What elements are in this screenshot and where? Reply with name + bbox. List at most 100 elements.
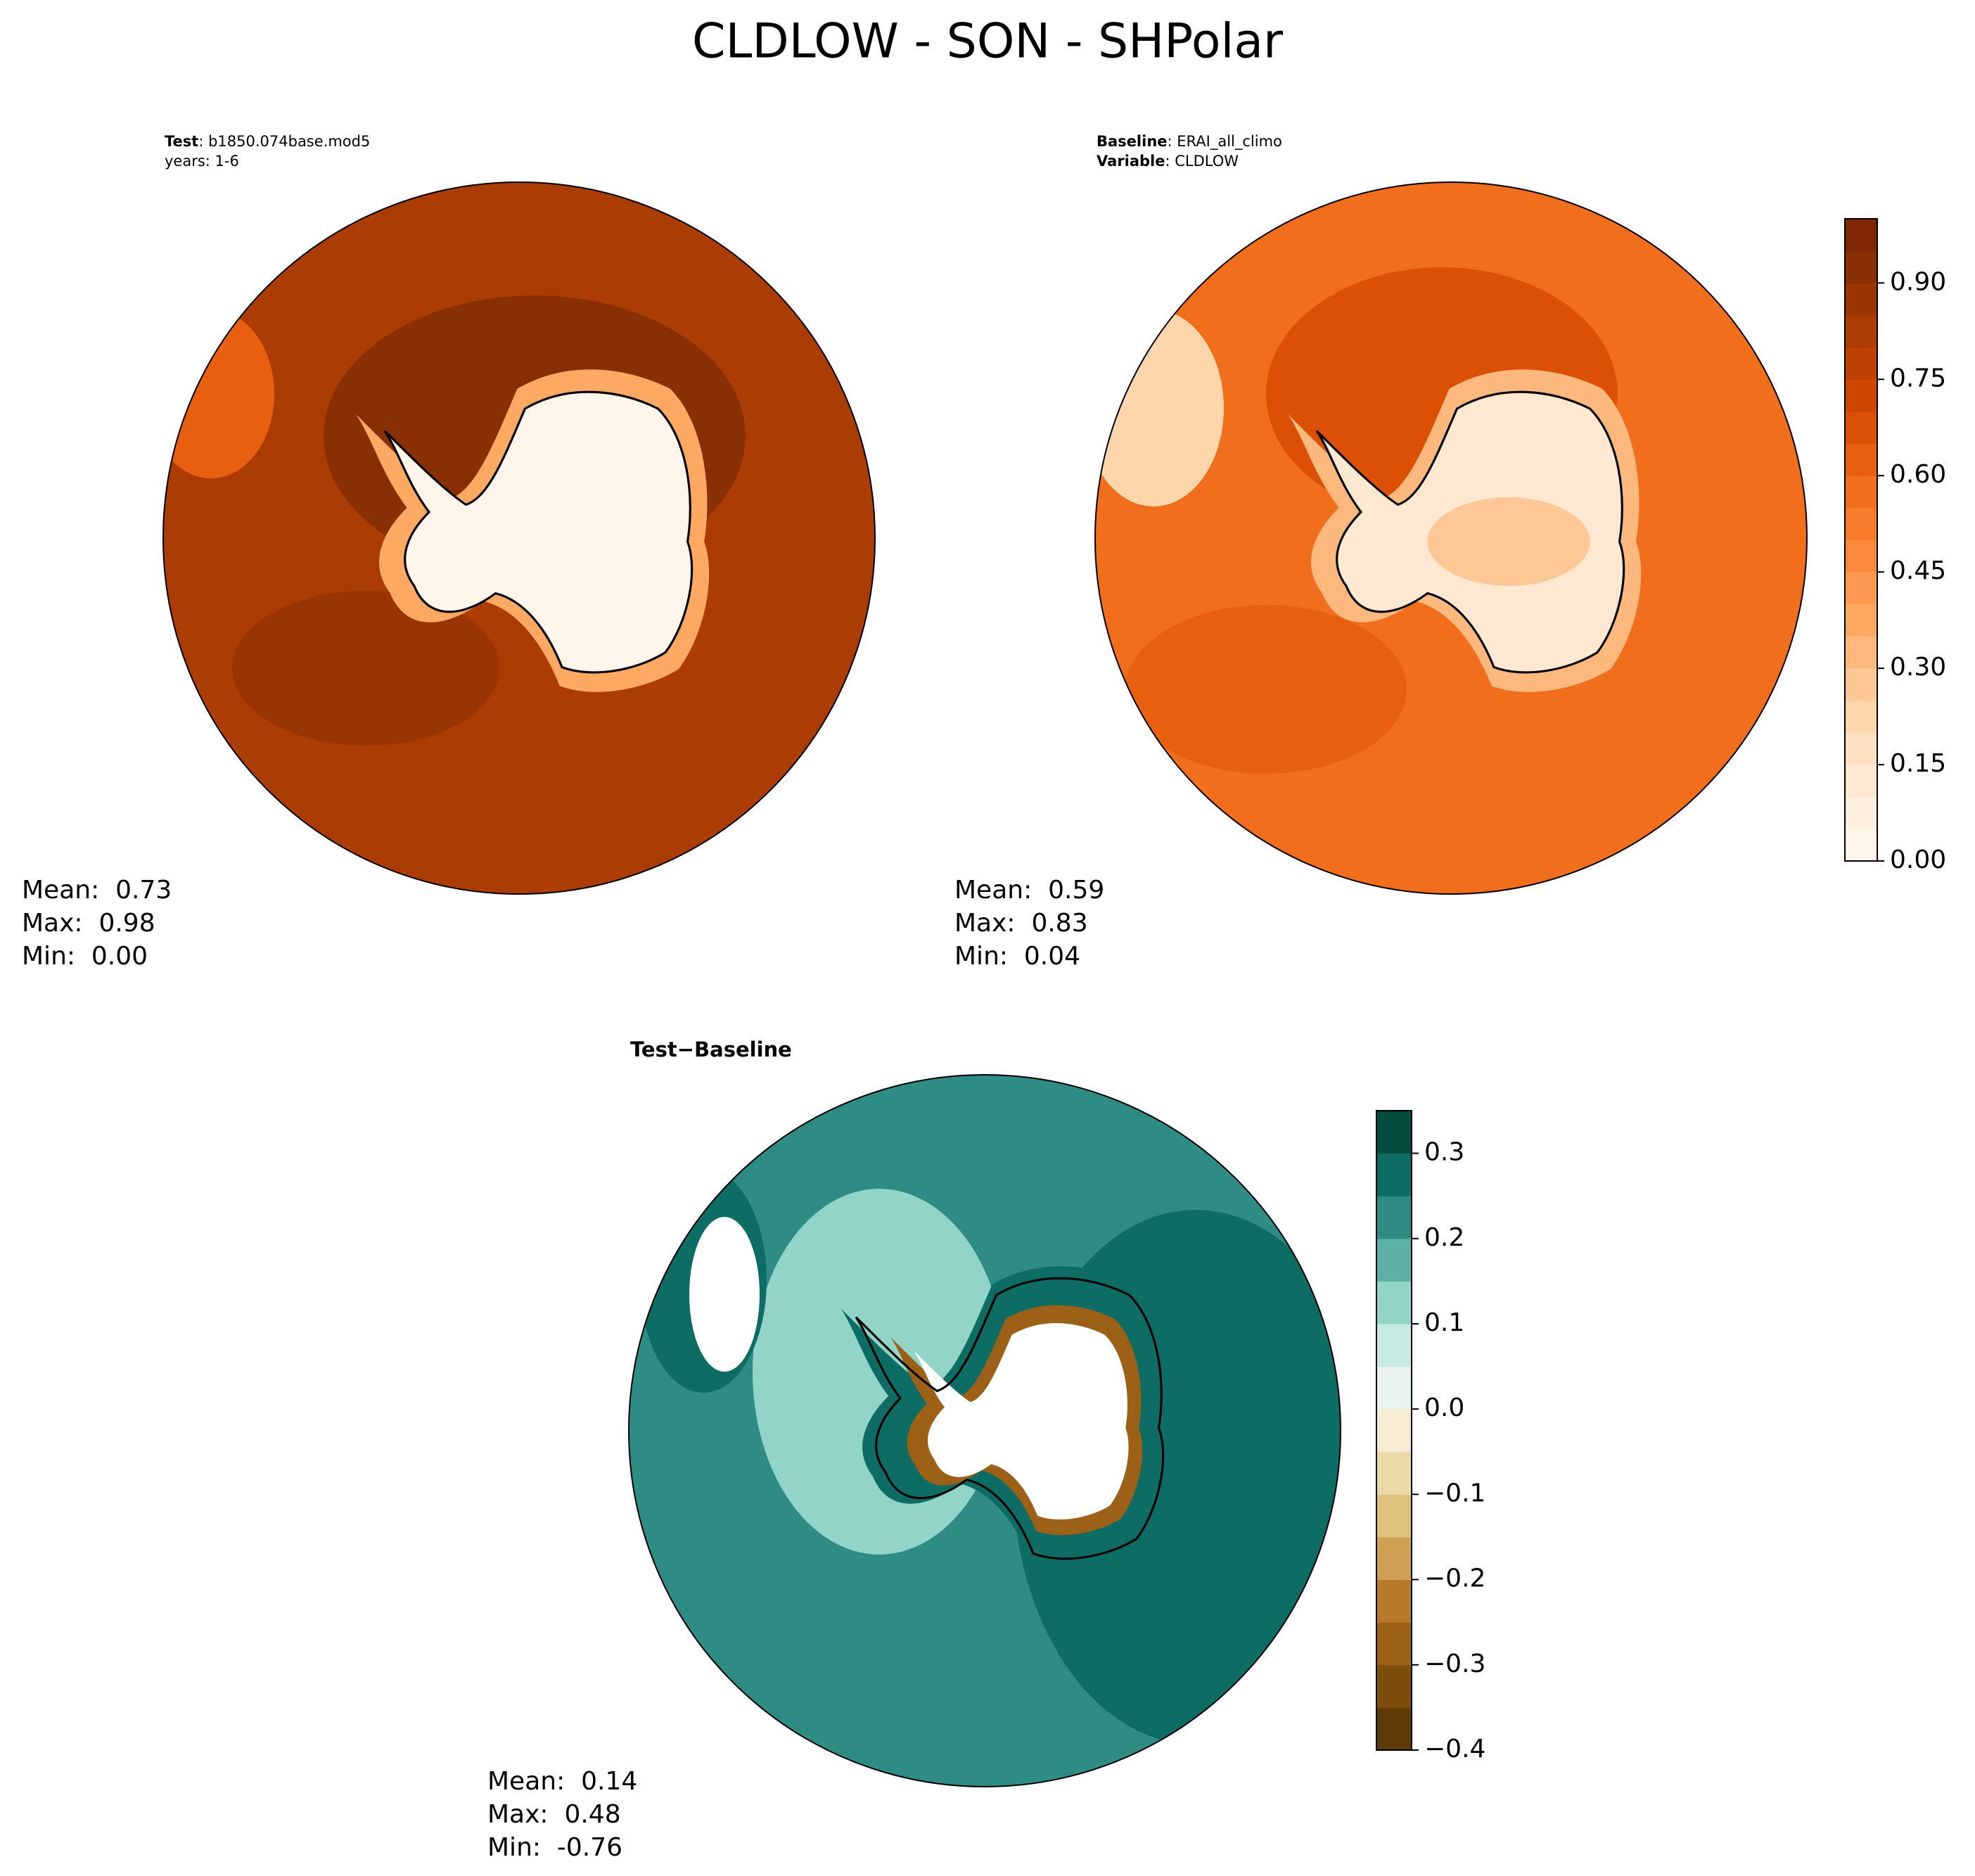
colorbar-tick-label: 0.3 xyxy=(1424,1138,1464,1167)
colorbar-frame xyxy=(1376,1110,1412,1751)
map xyxy=(1095,182,1807,894)
map-boundary xyxy=(1094,181,1808,895)
text-part: Min: xyxy=(22,942,75,971)
colorbar-tick-label: 0.15 xyxy=(1890,749,1946,778)
text-part: Min: xyxy=(487,1833,541,1862)
text-part: 0.00 xyxy=(91,942,148,971)
colorbar-tick-label: 0.60 xyxy=(1890,460,1946,489)
colorbar-band xyxy=(1376,1196,1412,1239)
text-part: Baseline xyxy=(694,1038,792,1061)
map xyxy=(163,182,875,894)
colorbar-tick-label: 0.75 xyxy=(1890,364,1946,393)
panel-heading: Test−Baseline xyxy=(630,1038,792,1061)
colorbar-band xyxy=(1845,283,1877,316)
text-part: Mean: xyxy=(954,876,1032,905)
map-boundary xyxy=(628,1074,1341,1787)
colorbar-band xyxy=(1845,732,1877,765)
text-part: Test xyxy=(630,1038,677,1061)
colorbar-tick-label: −0.3 xyxy=(1424,1650,1485,1678)
colorbar-band xyxy=(1376,1622,1412,1666)
text-part: Test xyxy=(165,133,198,150)
stat-line: Min: 0.04 xyxy=(954,942,1080,971)
colorbar-band xyxy=(1845,796,1877,829)
stat-line: Max: 0.48 xyxy=(487,1800,621,1829)
colorbar-tick-label: 0.2 xyxy=(1424,1223,1464,1252)
colorbar-band xyxy=(1376,1409,1412,1453)
colorbar-band xyxy=(1376,1153,1412,1197)
colorbar-tick-label: 0.1 xyxy=(1424,1308,1464,1337)
text-part: Variable xyxy=(1097,153,1165,170)
colorbar-tick-label: −0.1 xyxy=(1424,1479,1485,1507)
colorbar-band xyxy=(1376,1281,1412,1325)
text-part: 0.04 xyxy=(1024,942,1080,971)
colorbar-band xyxy=(1376,1324,1412,1367)
stat-line: Mean: 0.73 xyxy=(22,876,172,905)
map xyxy=(629,1075,1341,1787)
colorbar-band xyxy=(1845,765,1877,798)
text-part: Baseline xyxy=(1097,133,1168,150)
colorbar-band xyxy=(1376,1111,1412,1154)
text-part: Mean: xyxy=(22,876,99,905)
colorbar-tick-label: −0.4 xyxy=(1424,1735,1485,1763)
colorbar-band xyxy=(1376,1579,1412,1623)
colorbar-band xyxy=(1845,379,1877,412)
colorbar-band xyxy=(1376,1537,1412,1581)
text-part: -0.76 xyxy=(557,1833,622,1862)
text-part: Mean: xyxy=(487,1767,565,1796)
text-part: Max: xyxy=(954,909,1016,938)
text-part: Min: xyxy=(954,942,1008,971)
colorbar-band xyxy=(1845,314,1877,348)
map-boundary xyxy=(162,181,876,895)
panel-heading: Variable: CLDLOW xyxy=(1097,153,1239,170)
text-part: : b1850.074base.mod5 xyxy=(198,133,370,150)
text-part: − xyxy=(677,1038,694,1061)
text-part: 0.98 xyxy=(98,909,155,938)
figure-title: CLDLOW - SON - SHPolar xyxy=(692,14,1283,70)
colorbar-band xyxy=(1376,1707,1412,1751)
text-part: Max: xyxy=(487,1800,549,1829)
text-part: 0.59 xyxy=(1048,876,1104,905)
text-part: 0.83 xyxy=(1031,909,1087,938)
colorbar-band xyxy=(1845,443,1877,476)
stat-line: Max: 0.83 xyxy=(954,909,1088,938)
text-part: years: 1-6 xyxy=(165,153,239,170)
stat-line: Mean: 0.14 xyxy=(487,1767,637,1796)
colorbar-band xyxy=(1845,250,1877,283)
colorbar-band xyxy=(1845,572,1877,605)
stat-line: Min: 0.00 xyxy=(22,942,148,971)
text-part: 0.48 xyxy=(564,1800,620,1829)
colorbar-tick-label: 0.00 xyxy=(1890,846,1946,874)
text-part: Max: xyxy=(22,909,83,938)
colorbar-band xyxy=(1376,1494,1412,1538)
colorbar-band xyxy=(1845,347,1877,380)
stat-line: Mean: 0.59 xyxy=(954,876,1104,905)
colorbar-band xyxy=(1376,1451,1412,1495)
panel-heading: Baseline: ERAI_all_climo xyxy=(1097,133,1282,151)
colorbar-tick-label: 0.30 xyxy=(1890,653,1946,682)
colorbar-band xyxy=(1845,700,1877,733)
colorbar-frame xyxy=(1844,218,1878,862)
colorbar-band xyxy=(1845,636,1877,669)
panel-heading: years: 1-6 xyxy=(165,153,239,170)
text-part: : CLDLOW xyxy=(1165,153,1239,170)
colorbar-band xyxy=(1845,540,1877,573)
colorbar-tick-label: −0.2 xyxy=(1424,1564,1485,1593)
text-part: : ERAI_all_climo xyxy=(1168,133,1282,151)
colorbar-band xyxy=(1845,476,1877,509)
stat-line: Max: 0.98 xyxy=(22,909,155,938)
colorbar-band xyxy=(1845,829,1877,862)
text-part: 0.73 xyxy=(115,876,172,905)
colorbar-band xyxy=(1376,1664,1412,1708)
panel-heading: Test: b1850.074base.mod5 xyxy=(165,133,370,150)
colorbar-tick-label: 0.0 xyxy=(1424,1393,1464,1422)
colorbar-band xyxy=(1376,1366,1412,1410)
stat-line: Min: -0.76 xyxy=(487,1833,622,1862)
text-part: 0.14 xyxy=(581,1767,637,1796)
colorbar-band xyxy=(1845,604,1877,637)
colorbar-band xyxy=(1845,507,1877,540)
colorbar-tick-label: 0.45 xyxy=(1890,556,1946,585)
colorbar-band xyxy=(1845,668,1877,701)
colorbar-band xyxy=(1376,1238,1412,1282)
colorbar-band xyxy=(1845,411,1877,445)
